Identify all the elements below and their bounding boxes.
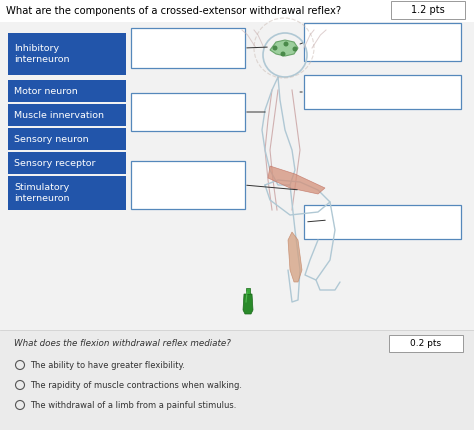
Polygon shape	[288, 232, 302, 282]
Text: The withdrawal of a limb from a painful stimulus.: The withdrawal of a limb from a painful …	[30, 400, 237, 409]
Polygon shape	[270, 40, 298, 56]
Text: What are the components of a crossed-extensor withdrawal reflex?: What are the components of a crossed-ext…	[6, 6, 341, 16]
Text: Stimulatory
interneuron: Stimulatory interneuron	[14, 183, 70, 203]
Bar	[8, 152, 126, 174]
Polygon shape	[268, 166, 325, 194]
FancyBboxPatch shape	[304, 75, 461, 109]
Text: Sensory neuron: Sensory neuron	[14, 135, 89, 144]
Bar	[8, 104, 126, 126]
FancyBboxPatch shape	[389, 335, 463, 352]
Text: What does the flexion withdrawal reflex mediate?: What does the flexion withdrawal reflex …	[14, 340, 231, 348]
Bar	[8, 80, 126, 102]
FancyBboxPatch shape	[131, 93, 245, 131]
Circle shape	[273, 46, 277, 50]
Text: 1.2 pts: 1.2 pts	[411, 5, 445, 15]
Text: The ability to have greater flexibility.: The ability to have greater flexibility.	[30, 360, 185, 369]
Bar	[0, 0, 474, 20]
Text: 0.2 pts: 0.2 pts	[410, 338, 442, 347]
FancyBboxPatch shape	[304, 23, 461, 61]
FancyBboxPatch shape	[131, 28, 245, 68]
Bar	[0, 20, 474, 330]
Text: Inhibitory
interneuron: Inhibitory interneuron	[14, 44, 70, 64]
Bar	[0, 330, 474, 430]
Bar	[8, 33, 126, 75]
Bar	[8, 176, 126, 210]
Text: Muscle innervation: Muscle innervation	[14, 111, 104, 120]
FancyBboxPatch shape	[131, 161, 245, 209]
Circle shape	[283, 42, 289, 46]
Circle shape	[281, 52, 285, 56]
Text: Motor neuron: Motor neuron	[14, 86, 78, 95]
Text: The rapidity of muscle contractions when walking.: The rapidity of muscle contractions when…	[30, 381, 242, 390]
Bar	[8, 128, 126, 150]
Polygon shape	[243, 294, 253, 314]
Circle shape	[292, 46, 298, 52]
Bar	[0, 0, 474, 22]
Text: Sensory receptor: Sensory receptor	[14, 159, 95, 168]
FancyBboxPatch shape	[304, 205, 461, 239]
FancyBboxPatch shape	[391, 1, 465, 19]
Polygon shape	[246, 288, 250, 294]
